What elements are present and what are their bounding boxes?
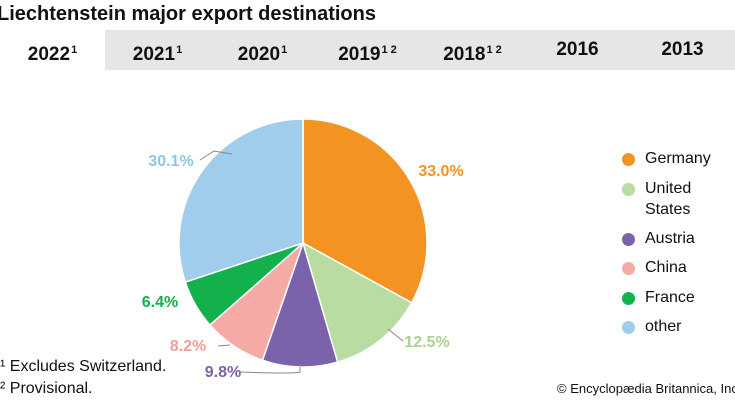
tab-label: 2020 (237, 44, 281, 65)
tab-2013[interactable]: 2013 (630, 30, 735, 70)
tab-label: 2021 (132, 44, 176, 65)
tab-label: 2022 (27, 44, 71, 65)
tab-2016[interactable]: 2016 (525, 30, 630, 70)
footnote-text: Excludes Switzerland. (9, 358, 167, 375)
tab-footnote: 1 2 (486, 44, 502, 56)
legend-label: China (645, 259, 687, 276)
tab-footnote: 1 (176, 44, 183, 56)
legend-swatch (622, 292, 635, 305)
footnote-2: ² Provisional. (0, 380, 93, 397)
legend-label: France (645, 289, 695, 306)
leader-line (217, 344, 231, 347)
tab-2022[interactable]: 20221 (0, 30, 105, 70)
credit: © Encyclopædia Britannica, Inc. (557, 381, 735, 396)
pie-chart: 33.0% 12.5% 9.8% 8.2% 6.4% 30.1% (142, 118, 464, 380)
tab-label: 2019 (338, 44, 381, 65)
tab-footnote: 1 (71, 44, 78, 56)
tab-label: 2016 (556, 39, 599, 60)
leader-line (239, 367, 301, 374)
tab-2018[interactable]: 20181 2 (420, 30, 525, 70)
legend-label: United States (645, 180, 692, 218)
legend-swatch (622, 153, 635, 166)
footnote-text: Provisional. (9, 380, 93, 397)
tab-footnote: 1 2 (381, 44, 397, 56)
chart-title: Liechtenstein major export destinations (0, 3, 376, 25)
leader-line (199, 150, 233, 161)
tab-2021[interactable]: 20211 (105, 30, 210, 70)
tab-label: 2018 (443, 44, 486, 65)
footnote-1: ¹ Excludes Switzerland. (0, 358, 167, 375)
data-label-austria: 9.8% (205, 364, 241, 380)
data-label-other: 30.1% (148, 153, 193, 170)
legend-label: Germany (645, 150, 711, 167)
data-label-germany: 33.0% (418, 163, 463, 180)
legend-label: other (645, 318, 682, 335)
legend-swatch (622, 233, 635, 246)
tab-footnote: 1 (281, 44, 288, 56)
pie-slice-united-states (301, 241, 413, 364)
data-label-france: 6.4% (142, 294, 178, 311)
pie-slice-austria (261, 240, 339, 368)
leader-line (387, 328, 404, 342)
tab-2019[interactable]: 20191 2 (315, 30, 420, 70)
legend-label: Austria (645, 230, 695, 247)
year-tabs: 20221 20211 20201 20191 2 20181 2 2016 2… (0, 30, 735, 70)
legend-swatch (622, 262, 635, 275)
legend-swatch (622, 183, 635, 196)
legend-swatch (622, 321, 635, 334)
data-label-united-states: 12.5% (404, 334, 449, 351)
tab-label: 2013 (661, 39, 704, 60)
pie-slice-germany (302, 118, 428, 304)
data-label-china: 8.2% (170, 338, 206, 355)
tab-2020[interactable]: 20201 (210, 30, 315, 70)
pie-slice-other (178, 118, 304, 284)
